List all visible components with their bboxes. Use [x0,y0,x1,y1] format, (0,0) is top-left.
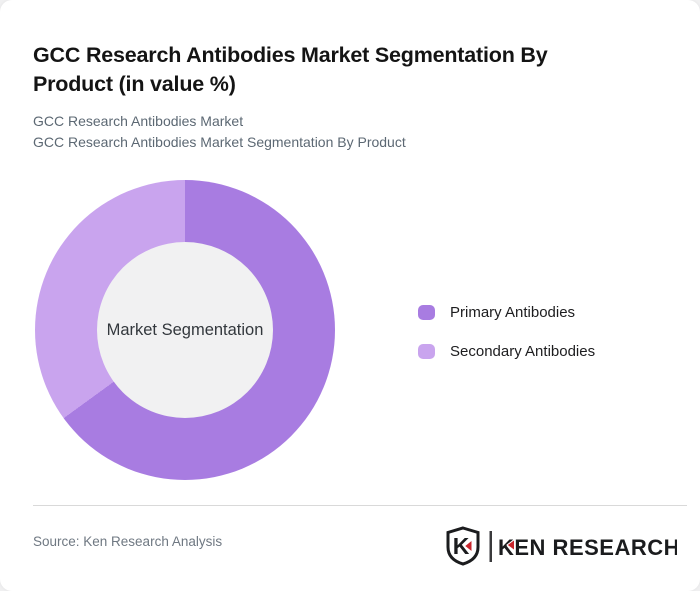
legend-swatch-primary [418,305,435,320]
svg-text:KEN RESEARCH: KEN RESEARCH [498,535,677,560]
subtitle-line-1: GCC Research Antibodies Market [33,113,244,129]
footer-divider [33,505,687,506]
logo-separator [489,531,492,562]
legend-label: Secondary Antibodies [450,343,596,360]
page-title: GCC Research Antibodies Market Segmentat… [33,43,548,97]
shield-k-icon: K [446,526,480,566]
legend-swatch-secondary [418,344,435,359]
source-text: Source: Ken Research Analysis [33,534,223,549]
chart-legend: Primary Antibodies Secondary Antibodies [418,304,595,360]
ken-research-logo: K KEN RESEARCH [446,526,677,566]
legend-label: Primary Antibodies [450,304,576,321]
logo-wordmark: KEN RESEARCH [498,535,677,560]
legend-item-primary-antibodies: Primary Antibodies [418,304,595,321]
chart-subtitle: GCC Research Antibodies Market GCC Resea… [33,111,406,153]
legend-item-secondary-antibodies: Secondary Antibodies [418,343,595,360]
svg-text:K: K [453,533,470,559]
subtitle-line-2: GCC Research Antibodies Market Segmentat… [33,134,406,150]
donut-center-label: Market Segmentation [97,242,273,418]
donut-chart: Market Segmentation [35,180,335,480]
